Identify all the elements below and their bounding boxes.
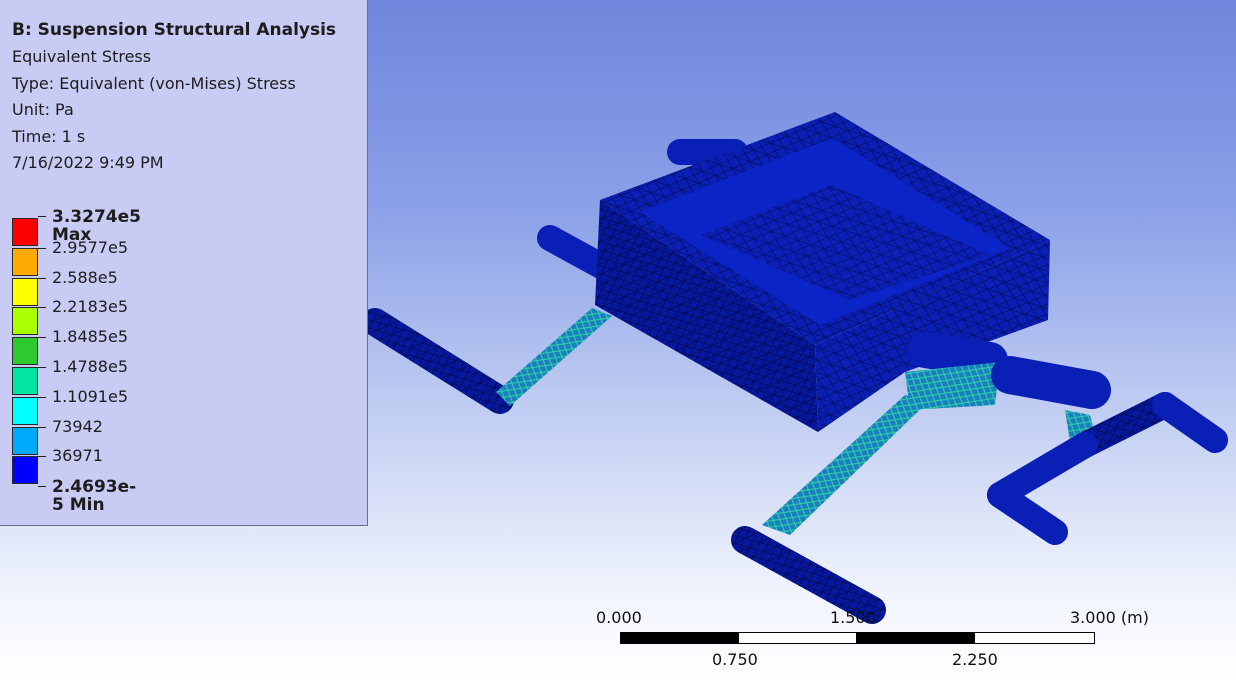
legend-level-label: 2.2183e5 bbox=[52, 297, 129, 317]
legend-swatch bbox=[12, 247, 38, 276]
legend-swatch bbox=[12, 396, 38, 425]
scale-segment-4 bbox=[974, 632, 1095, 644]
legend-swatch bbox=[12, 307, 38, 336]
result-legend-panel[interactable]: B: Suspension Structural Analysis Equiva… bbox=[0, 0, 368, 526]
front-arm bbox=[731, 395, 930, 624]
scale-label-0: 0.000 bbox=[596, 608, 642, 627]
legend-swatch bbox=[12, 337, 38, 366]
scale-segment-2 bbox=[738, 632, 857, 644]
suspension-model[interactable] bbox=[361, 112, 1228, 624]
legend-level-label: 1.4788e5 bbox=[52, 357, 129, 376]
scale-label-3000: 3.000 (m) bbox=[1070, 608, 1149, 627]
min-label: 2.4693e-5 Min bbox=[52, 477, 137, 516]
legend-swatch bbox=[12, 218, 38, 246]
result-date: 7/16/2022 9:49 PM bbox=[12, 153, 164, 172]
max-label: 3.3274e5 Max bbox=[52, 207, 141, 245]
analysis-title: B: Suspension Structural Analysis bbox=[12, 20, 337, 40]
scale-label-750: 0.750 bbox=[712, 650, 758, 669]
legend-level-label: 2.9577e5 bbox=[52, 237, 129, 257]
result-unit: Unit: Pa bbox=[12, 100, 74, 119]
result-type: Type: Equivalent (von-Mises) Stress bbox=[12, 73, 296, 93]
scale-label-1500: 1.500 bbox=[830, 608, 876, 627]
legend-swatch bbox=[12, 277, 38, 306]
right-mount bbox=[905, 332, 1111, 410]
box-front-face bbox=[595, 200, 818, 432]
legend-level-label: 1.1091e5 bbox=[52, 386, 129, 406]
result-name: Equivalent Stress bbox=[12, 47, 152, 66]
right-arm bbox=[987, 392, 1228, 545]
scale-segment-1 bbox=[620, 632, 739, 644]
result-time: Time: 1 s bbox=[12, 126, 86, 146]
legend-level-label: 1.8485e5 bbox=[52, 327, 129, 347]
legend-level-label: 73942 bbox=[52, 416, 103, 436]
legend-swatch bbox=[12, 367, 38, 395]
legend-swatch bbox=[12, 426, 38, 455]
scale-segment-3 bbox=[856, 632, 975, 644]
legend-level-label: 2.588e5 bbox=[52, 267, 118, 287]
legend-swatch bbox=[12, 456, 38, 485]
scale-label-2250: 2.250 bbox=[952, 650, 998, 669]
left-arm bbox=[361, 308, 612, 414]
scale-bar: 0.000 1.500 3.000 (m) 0.750 2.250 bbox=[590, 606, 1170, 676]
legend-level-label: 36971 bbox=[52, 446, 103, 466]
